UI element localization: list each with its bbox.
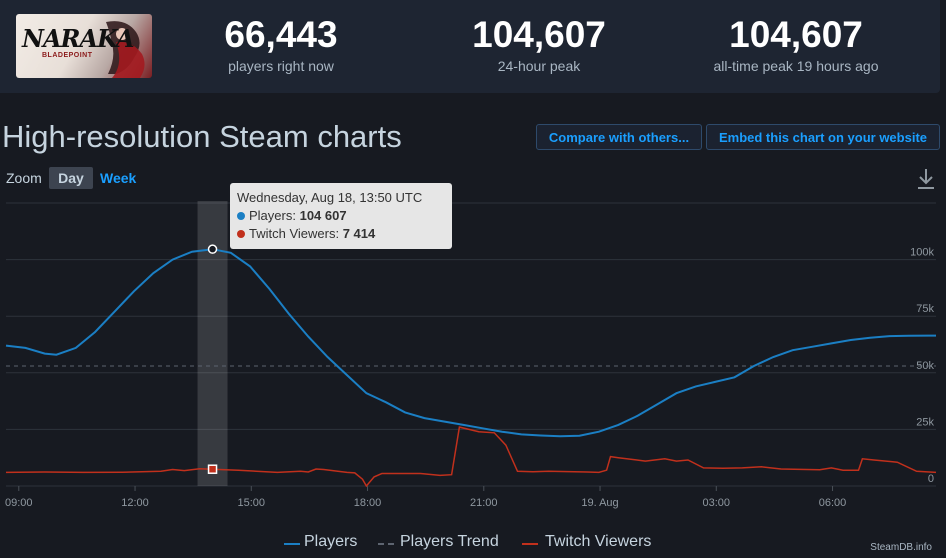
x-tick-label: 21:00 [470, 497, 498, 509]
stat-label: all-time peak 19 hours ago [713, 58, 879, 74]
chart-tooltip: Wednesday, Aug 18, 13:50 UTC Players: 10… [230, 183, 452, 249]
stat-value: 104,607 [729, 14, 863, 55]
y-tick-label: 50k [916, 360, 934, 372]
trend-legend-swatch [378, 543, 394, 545]
legend-players-trend[interactable]: Players Trend [400, 533, 499, 550]
game-logo-art [106, 21, 145, 78]
chart-grid [6, 202, 936, 487]
chart-legend: Players Players Trend Twitch Viewers [0, 533, 946, 553]
players-hover-marker [207, 244, 218, 254]
stat-24h-peak: 104,607 24-hour peak [450, 14, 628, 74]
embed-chart-button[interactable]: Embed this chart on your website [706, 124, 940, 150]
game-logo-text: NARAKA [22, 24, 135, 53]
page-title: High-resolution Steam charts [2, 119, 402, 154]
twitch-dot-icon [237, 230, 245, 238]
x-tick-label: 09:00 [5, 497, 33, 509]
y-tick-label: 100k [910, 247, 934, 259]
tooltip-date: Wednesday, Aug 18, 13:50 UTC [237, 190, 423, 205]
y-tick-label: 75k [916, 303, 934, 315]
tooltip-twitch-label: Twitch Viewers: [249, 226, 340, 241]
stat-value: 66,443 [224, 14, 338, 55]
x-tick-label: 15:00 [238, 497, 266, 509]
stat-label: 24-hour peak [497, 58, 581, 74]
tooltip-players-value: 104 607 [299, 208, 347, 223]
players-line [5, 248, 936, 438]
twitch-legend-swatch [522, 543, 538, 545]
tooltip-twitch-row: Twitch Viewers: 7 414 [237, 225, 445, 243]
tooltip-players-row: Players: 104 607 [237, 207, 445, 225]
hover-band [197, 201, 228, 486]
credit-text: SteamDB.info [870, 542, 932, 553]
x-tick-label: 03:00 [703, 497, 731, 509]
stat-label: players right now [228, 58, 334, 74]
x-tick-label: 19. Aug [581, 497, 618, 509]
game-logo[interactable]: NARAKA BLADEPOINT [16, 14, 152, 78]
tooltip-players-label: Players: [249, 208, 296, 223]
legend-players[interactable]: Players [304, 533, 358, 550]
zoom-label: Zoom [6, 170, 42, 186]
stat-current-players: 66,443 players right now [200, 14, 362, 74]
stat-value: 104,607 [472, 14, 606, 55]
compare-button[interactable]: Compare with others... [536, 124, 702, 150]
players-dot-icon [237, 212, 245, 220]
tooltip-twitch-value: 7 414 [342, 226, 376, 241]
game-logo-subtext: BLADEPOINT [42, 52, 93, 59]
x-tick-label: 12:00 [121, 497, 149, 509]
download-icon[interactable] [915, 167, 937, 191]
stat-all-time-peak: 104,607 all-time peak 19 hours ago [686, 14, 906, 74]
player-chart[interactable]: 0 25k 50k 75k 100k 09:00 12:00 15:00 18:00 21:00… [0, 195, 946, 525]
y-axis-ticks: 0 25k 50k 75k 100k [910, 247, 934, 485]
players-legend-swatch [284, 543, 300, 545]
zoom-day-button[interactable]: Day [49, 167, 93, 189]
y-tick-label: 25k [916, 416, 934, 428]
zoom-week-button[interactable]: Week [100, 170, 137, 186]
x-axis-ticks: 09:00 12:00 15:00 18:00 21:00 19. Aug 03:00 06:… [5, 486, 846, 509]
twitch-viewers-line [5, 426, 937, 488]
stats-bar: NARAKA BLADEPOINT 66,443 players right n… [0, 0, 940, 93]
y-tick-label: 0 [928, 473, 934, 485]
x-tick-label: 06:00 [819, 497, 847, 509]
hover-markers [207, 244, 218, 474]
x-tick-label: 18:00 [354, 497, 382, 509]
legend-twitch-viewers[interactable]: Twitch Viewers [545, 533, 652, 550]
twitch-hover-marker [207, 464, 218, 474]
